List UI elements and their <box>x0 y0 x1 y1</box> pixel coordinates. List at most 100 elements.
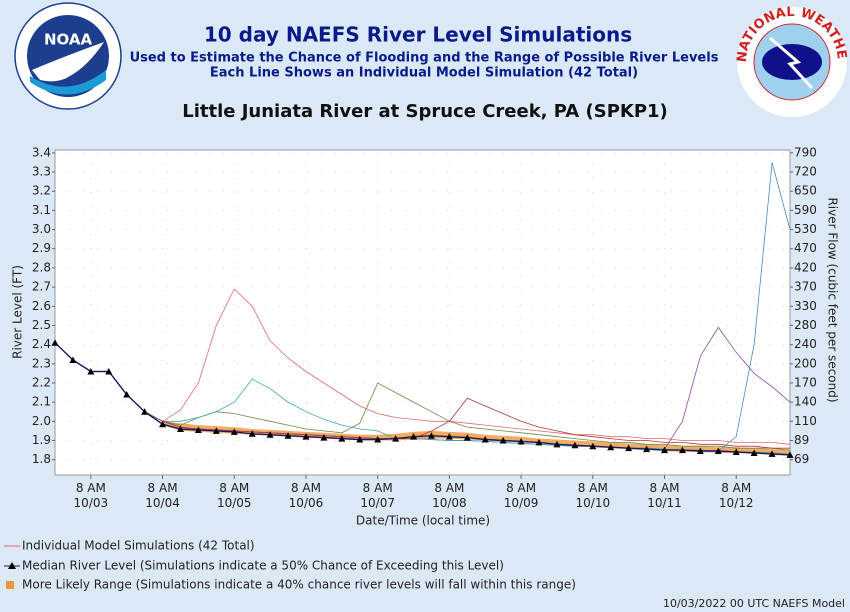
y2-tick-label: 89 <box>794 433 809 447</box>
x-tick-line: 8 AM <box>578 481 608 495</box>
x-tick-line: 10/03 <box>74 496 109 510</box>
y2-tick-label: 720 <box>794 165 817 179</box>
y2-tick-label: 590 <box>794 203 817 217</box>
median-marker <box>732 448 740 455</box>
median-marker <box>607 443 615 451</box>
y-tick-label: 3.4 <box>32 145 51 159</box>
legend: Individual Model Simulations (42 Total) … <box>4 539 576 592</box>
x-axis-label: Date/Time (local time) <box>356 514 490 528</box>
y2-tick-label: 280 <box>794 318 817 332</box>
x-tick-line: 8 AM <box>650 481 680 495</box>
median-marker <box>445 433 453 440</box>
x-tick-line: 8 AM <box>291 481 321 495</box>
median-marker <box>768 450 776 457</box>
median-marker <box>212 427 220 434</box>
median-marker <box>159 420 167 428</box>
legend-label: More Likely Range (Simulations indicate … <box>22 578 576 592</box>
median-marker <box>302 433 310 440</box>
y-tick-label: 2.6 <box>32 299 51 313</box>
y-tick-label: 2.8 <box>32 260 51 274</box>
x-tick-label: 8 AM 10/08 <box>432 481 467 510</box>
y-tick-label: 3.1 <box>32 203 51 217</box>
median-marker <box>123 390 131 398</box>
y2-tick-label: 790 <box>794 145 817 159</box>
simulation-line <box>54 342 791 451</box>
median-line <box>54 342 791 456</box>
y-tick-label: 2.0 <box>32 414 51 428</box>
median-marker <box>176 425 184 432</box>
median-marker <box>517 437 525 445</box>
x-tick-label: 8 AM 10/05 <box>217 481 252 510</box>
simulation-line <box>54 342 791 455</box>
x-tick-line: 8 AM <box>219 481 249 495</box>
median-marker <box>535 438 543 446</box>
legend-swatch <box>6 581 14 589</box>
simulation-line <box>54 288 791 445</box>
median-marker <box>105 367 113 375</box>
y-tick-label: 2.2 <box>32 375 51 389</box>
x-tick-label: 8 AM 10/09 <box>504 481 539 510</box>
legend-label: Individual Model Simulations (42 Total) <box>22 539 255 553</box>
y-tick-label: 1.9 <box>32 433 51 447</box>
y-tick-label: 2.1 <box>32 395 51 409</box>
logo-bird <box>32 42 104 82</box>
x-tick-line: 8 AM <box>76 481 106 495</box>
median-marker <box>553 440 561 448</box>
median-marker <box>356 436 364 443</box>
plot-area <box>54 149 791 476</box>
median-marker <box>230 428 238 435</box>
median-marker <box>427 432 435 439</box>
median-marker <box>51 339 59 346</box>
median-marker <box>284 432 292 439</box>
y2-tick-label: 140 <box>794 395 817 409</box>
legend-swatch <box>8 562 16 569</box>
logo-text: NOAA <box>44 31 93 49</box>
x-tick-line: 10/12 <box>719 496 754 510</box>
median-marker <box>714 447 722 455</box>
x-tick-label: 8 AM 10/10 <box>576 481 611 510</box>
median-marker <box>661 446 669 454</box>
median-marker <box>696 447 704 455</box>
y-tick-label: 2.5 <box>32 318 51 332</box>
median-marker <box>571 441 579 449</box>
x-tick-label: 8 AM 10/06 <box>289 481 324 510</box>
x-tick-line: 8 AM <box>721 481 751 495</box>
x-tick-line: 8 AM <box>148 481 178 495</box>
median-marker <box>589 442 597 450</box>
y2-tick-label: 110 <box>794 414 817 428</box>
x-tick-line: 10/11 <box>647 496 682 510</box>
y-tick-label: 1.8 <box>32 452 51 466</box>
y-tick-label: 3.3 <box>32 165 51 179</box>
x-tick-label: 8 AM 10/04 <box>145 481 180 510</box>
median-marker <box>750 449 758 456</box>
y2-tick-label: 240 <box>794 337 817 351</box>
median-marker <box>392 435 400 442</box>
y2-tick-label: 69 <box>794 452 809 466</box>
y-tick-label: 3.0 <box>32 222 51 236</box>
median-marker <box>338 435 346 442</box>
y-tick-label: 2.4 <box>32 337 51 351</box>
x-tick-line: 8 AM <box>363 481 393 495</box>
median-marker <box>87 367 95 375</box>
logo-wave <box>30 70 106 95</box>
y2-tick-label: 530 <box>794 222 817 236</box>
footer: 10/03/2022 00 UTC NAEFS Model <box>663 597 845 610</box>
median-marker <box>678 446 686 454</box>
x-tick-label: 8 AM 10/03 <box>74 481 109 510</box>
x-tick-line: 10/06 <box>289 496 324 510</box>
y-tick-label: 3.2 <box>32 184 51 198</box>
median-marker <box>320 434 328 441</box>
median-marker <box>141 408 149 415</box>
median-marker <box>266 431 274 438</box>
x-tick-line: 10/07 <box>360 496 395 510</box>
y2-axis-label: River Flow (cubic feet per second) <box>826 197 840 402</box>
x-tick-line: 10/09 <box>504 496 539 510</box>
y2-tick-label: 370 <box>794 280 817 294</box>
y-axis-label: River Level (FT) <box>11 265 25 359</box>
median-marker <box>194 426 202 433</box>
x-tick-line: 10/05 <box>217 496 252 510</box>
page-title: 10 day NAEFS River Level Simulations <box>204 23 632 47</box>
y2-tick-label: 330 <box>794 299 817 313</box>
median-marker <box>69 356 77 363</box>
